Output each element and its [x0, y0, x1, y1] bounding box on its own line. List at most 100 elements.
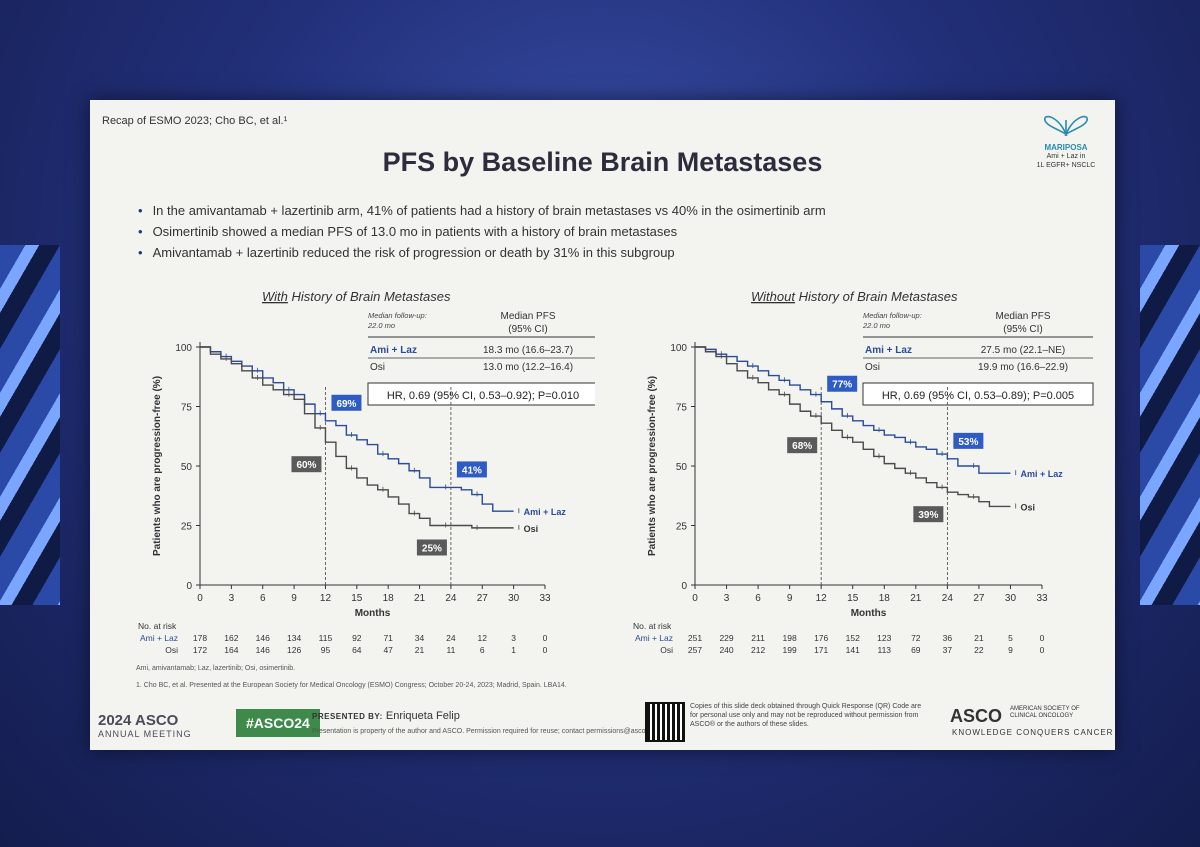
- followup-label: Median follow-up:: [368, 311, 427, 320]
- x-tick-label: 0: [692, 593, 698, 604]
- km-chart-with-brain-mets: With History of Brain Metastases Median f…: [138, 289, 595, 655]
- series-end-label: Osi: [524, 524, 539, 534]
- risk-count: 95: [321, 645, 331, 655]
- risk-count: 171: [814, 645, 828, 655]
- landmark-badge: [953, 432, 984, 449]
- background-stripe-right: [1140, 245, 1200, 605]
- risk-count: 0: [543, 645, 548, 655]
- landmark-label: 25%: [422, 544, 442, 555]
- km-curve-ami-laz: [695, 346, 1011, 474]
- asco-society-name: AMERICAN SOCIETY OF CLINICAL ONCOLOGY: [1010, 706, 1080, 719]
- risk-count: 0: [1040, 645, 1045, 655]
- logo-line2: 1L EGFR+ NSCLC: [1036, 162, 1096, 169]
- risk-row-label: Ami + Laz: [140, 633, 178, 643]
- bullet-item: Amivantamab + lazertinib reduced the ris…: [138, 245, 826, 260]
- risk-count: 22: [974, 645, 984, 655]
- bullet-item: In the amivantamab + lazertinib arm, 41%…: [138, 203, 826, 218]
- median-pfs-header: Median PFS: [995, 311, 1050, 322]
- arm-label: Ami + Laz: [370, 345, 417, 356]
- risk-count: 21: [415, 645, 425, 655]
- x-tick-label: 9: [291, 593, 297, 604]
- risk-count: 212: [751, 645, 765, 655]
- risk-count: 113: [877, 645, 891, 655]
- risk-count: 3: [511, 633, 516, 643]
- x-tick-label: 3: [229, 593, 235, 604]
- risk-count: 71: [383, 633, 393, 643]
- presenter-note: Presentation is property of the author a…: [312, 728, 658, 735]
- chart-title: Without History of Brain Metastases: [751, 289, 958, 304]
- x-tick-label: 21: [910, 593, 922, 604]
- logo-line1: Ami + Laz in: [1046, 153, 1086, 160]
- risk-count: 37: [943, 645, 953, 655]
- x-tick-label: 3: [724, 593, 730, 604]
- landmark-label: 60%: [296, 460, 316, 471]
- risk-count: 164: [224, 645, 238, 655]
- landmark-label: 68%: [792, 441, 812, 452]
- risk-table-header: No. at risk: [633, 621, 672, 631]
- risk-count: 9: [1008, 645, 1013, 655]
- x-tick-label: 30: [1005, 593, 1017, 604]
- y-tick-label: 0: [186, 581, 192, 592]
- series-end-label: Ami + Laz: [524, 507, 567, 517]
- x-tick-label: 30: [508, 593, 520, 604]
- risk-count: 126: [287, 645, 301, 655]
- x-tick-label: 0: [197, 593, 203, 604]
- hashtag-badge: #ASCO24: [236, 709, 320, 737]
- followup-label: Median follow-up:: [863, 311, 922, 320]
- x-tick-label: 21: [414, 593, 426, 604]
- x-axis-label: Months: [355, 608, 391, 619]
- risk-count: 0: [1040, 633, 1045, 643]
- risk-row-label: Osi: [660, 645, 673, 655]
- presentation-slide: Recap of ESMO 2023; Cho BC, et al.¹ PFS …: [90, 100, 1115, 750]
- landmark-badge: [291, 456, 322, 473]
- meeting-name: ANNUAL MEETING: [98, 729, 192, 739]
- risk-count: 64: [352, 645, 362, 655]
- y-tick-label: 50: [181, 462, 193, 473]
- y-tick-label: 25: [676, 522, 688, 533]
- risk-count: 12: [478, 633, 488, 643]
- y-tick-label: 75: [181, 403, 193, 414]
- median-pfs-header-ci: (95% CI): [1003, 324, 1042, 335]
- risk-count: 47: [383, 645, 393, 655]
- landmark-badge: [913, 506, 944, 523]
- x-tick-label: 15: [351, 593, 363, 604]
- risk-count: 5: [1008, 633, 1013, 643]
- risk-count: 178: [193, 633, 207, 643]
- risk-count: 146: [256, 633, 270, 643]
- copyright-note: Copies of this slide deck obtained throu…: [690, 703, 922, 728]
- arm-median-pfs: 19.9 mo (16.6–22.9): [978, 362, 1068, 373]
- meeting-year: 2024 ASCO: [98, 712, 179, 729]
- butterfly-icon: [1044, 115, 1088, 136]
- risk-count: 134: [287, 633, 301, 643]
- risk-count: 115: [319, 633, 333, 643]
- x-tick-label: 12: [320, 593, 332, 604]
- landmark-label: 41%: [462, 465, 482, 476]
- recap-citation: Recap of ESMO 2023; Cho BC, et al.¹: [102, 115, 288, 127]
- x-tick-label: 33: [1036, 593, 1048, 604]
- risk-count: 92: [352, 633, 362, 643]
- followup-value: 22.0 mo: [862, 321, 890, 330]
- presented-by: PRESENTED BY: Enriqueta Felip: [312, 710, 460, 722]
- landmark-label: 39%: [918, 510, 938, 521]
- risk-count: 172: [193, 645, 207, 655]
- landmark-label: 53%: [958, 437, 978, 448]
- km-curve-osi: [200, 346, 514, 529]
- x-tick-label: 27: [973, 593, 985, 604]
- x-axis-label: Months: [851, 608, 887, 619]
- risk-count: 146: [256, 645, 270, 655]
- risk-count: 123: [877, 633, 891, 643]
- y-tick-label: 100: [670, 343, 687, 354]
- arm-label: Osi: [370, 362, 385, 373]
- risk-count: 251: [688, 633, 702, 643]
- risk-count: 34: [415, 633, 425, 643]
- risk-row-label: Osi: [165, 645, 178, 655]
- risk-row-label: Ami + Laz: [635, 633, 673, 643]
- x-tick-label: 15: [847, 593, 859, 604]
- risk-count: 152: [846, 633, 860, 643]
- asco-logo: ASCO: [950, 706, 1003, 726]
- x-tick-label: 18: [879, 593, 891, 604]
- qr-code-icon[interactable]: [645, 702, 685, 742]
- risk-count: 229: [719, 633, 733, 643]
- arm-label: Osi: [865, 362, 880, 373]
- asco-tagline: KNOWLEDGE CONQUERS CANCER: [952, 728, 1114, 737]
